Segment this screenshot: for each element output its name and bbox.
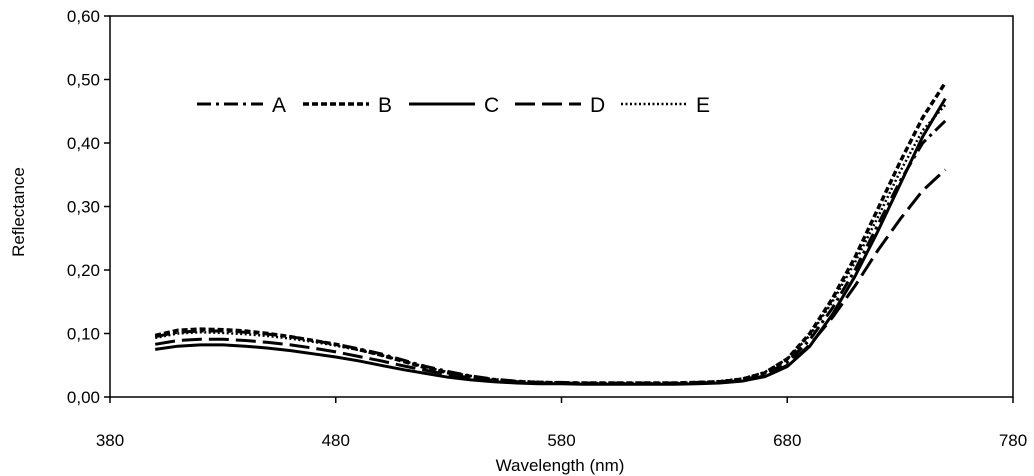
x-axis: 380 480 580 680 780 xyxy=(96,397,1027,450)
y-axis: 0,00 0,10 0,20 0,30 0,40 0,50 0,60 xyxy=(67,7,110,407)
x-tick-label: 580 xyxy=(547,431,575,450)
x-tick-label: 380 xyxy=(96,431,124,450)
legend-label-b: B xyxy=(378,94,392,117)
y-tick-label: 0,20 xyxy=(67,261,100,280)
y-tick-label: 0,30 xyxy=(67,198,100,217)
x-tick-label: 480 xyxy=(322,431,350,450)
series-line-a xyxy=(154,119,947,385)
legend: A B C D E xyxy=(197,94,710,117)
x-tick-label: 780 xyxy=(999,431,1027,450)
x-axis-title: Wavelength (nm) xyxy=(496,456,625,475)
y-tick-label: 0,60 xyxy=(67,7,100,26)
y-tick-label: 0,50 xyxy=(67,71,100,90)
series-line-e xyxy=(154,104,947,385)
x-tick-label: 680 xyxy=(773,431,801,450)
y-tick-label: 0,00 xyxy=(67,388,100,407)
legend-label-d: D xyxy=(590,94,605,117)
series-line-b xyxy=(154,81,947,385)
y-tick-label: 0,10 xyxy=(67,325,100,344)
legend-label-e: E xyxy=(696,94,710,117)
series-line-d xyxy=(154,168,947,386)
y-axis-title: Reflectance xyxy=(9,167,28,257)
legend-label-c: C xyxy=(484,94,499,117)
legend-label-a: A xyxy=(272,94,286,117)
series-lines xyxy=(154,81,947,386)
series-line-c xyxy=(154,97,947,386)
y-tick-label: 0,40 xyxy=(67,134,100,153)
